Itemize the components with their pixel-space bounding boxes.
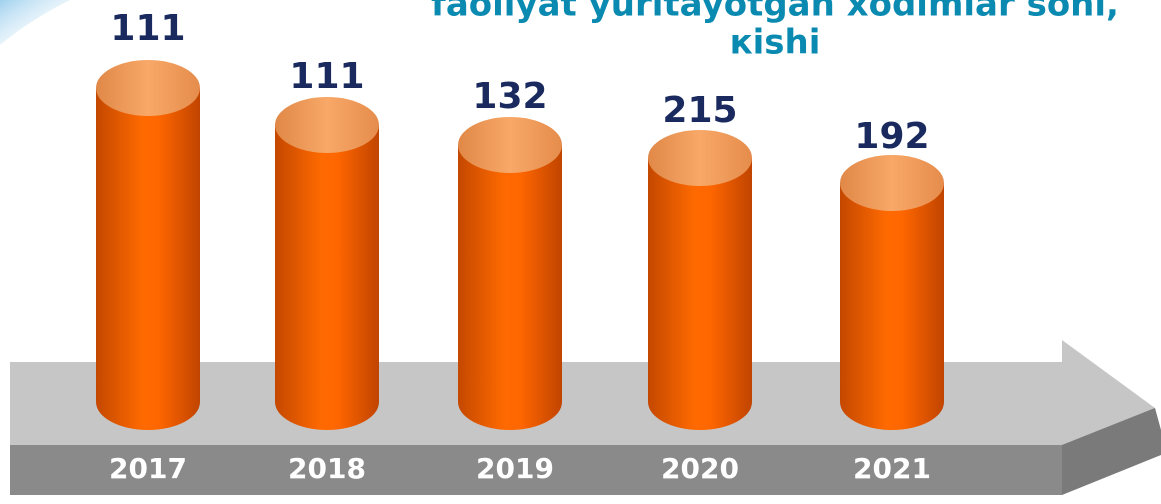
cylinder-top (648, 130, 752, 186)
year-label: 2018 (288, 452, 366, 485)
cylinder-top (275, 97, 379, 153)
cylinder-body (458, 145, 562, 430)
year-label: 2020 (661, 452, 739, 485)
year-label: 2021 (853, 452, 931, 485)
value-label: 111 (110, 8, 185, 49)
cylinder-top (96, 60, 200, 116)
title-line: faoliyat yuritayotgan xodimlar soni, (431, 0, 1119, 25)
year-label: 2017 (109, 452, 187, 485)
value-label: 111 (289, 56, 364, 97)
value-label: 192 (854, 116, 929, 157)
cylinder-body (96, 88, 200, 430)
cylinder-body (648, 158, 752, 430)
items: 111 2017 111 2018 132 2019 215 2020 192 2021 (96, 8, 944, 485)
cylinder-body (840, 183, 944, 430)
arrow-head (1062, 408, 1161, 495)
value-label: 132 (472, 76, 547, 117)
title-line: кishi (730, 23, 821, 63)
year-label: 2019 (476, 452, 554, 485)
cylinder-top (458, 117, 562, 173)
cylinder-top (840, 155, 944, 211)
value-label: 215 (662, 90, 737, 131)
decoration (0, 0, 70, 45)
arrow-front (10, 408, 1155, 495)
cylinder-body (275, 125, 379, 430)
